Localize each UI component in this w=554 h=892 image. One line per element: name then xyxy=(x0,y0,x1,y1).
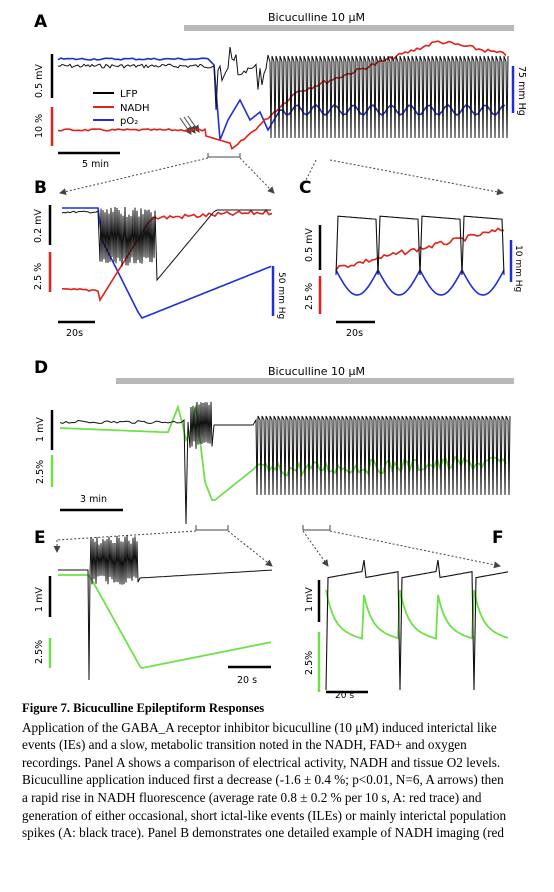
legend-label-nadh: NADH xyxy=(120,103,150,114)
drug-bar-d xyxy=(116,378,514,384)
caption-line: recordings. Panel A shows a comparison o… xyxy=(22,754,501,770)
scale-label-lfp-f: 1 mV xyxy=(304,587,315,612)
caption-line: generation of either occasional, short i… xyxy=(22,807,507,823)
caption-line: a rapid rise in NADH fluorescence (avera… xyxy=(22,789,482,805)
panel-d-letter: D xyxy=(34,358,48,378)
scale-label-time-f: 20 s xyxy=(335,691,354,700)
scale-label-nadh-f: 2.5% xyxy=(304,651,315,675)
scale-label-nadh-b: 2.5 % xyxy=(33,263,44,290)
panel-b: B 0.2 mV 2.5 % 20s 50 mm Hg xyxy=(33,178,286,339)
scale-label-po2-b: 50 mm Hg xyxy=(276,272,286,319)
panel-a-letter: A xyxy=(34,12,48,32)
trace-lfp-e xyxy=(58,535,273,681)
trace-lfp-c xyxy=(335,215,505,276)
drug-label-d: Bicuculline 10 μM xyxy=(268,365,365,378)
legend-label-po2: pO₂ xyxy=(120,116,138,127)
caption-title: Figure 7. Bicuculline Epileptiform Respo… xyxy=(22,701,265,715)
trace-nadh-e xyxy=(58,574,272,669)
figure-7: A Bicuculline 10 μM 0.5 mV 10 % 5 min 75… xyxy=(33,11,527,700)
scale-label-po2-c: 10 mm Hg xyxy=(513,245,523,292)
panel-e-letter: E xyxy=(34,528,46,548)
panel-e: E 1 mV 2.5% 20 s xyxy=(34,528,273,686)
scale-label-time-c: 20s xyxy=(346,328,363,339)
scale-label-time-d: 3 min xyxy=(80,494,107,505)
caption-line: spikes (A: black trace). Panel B demonst… xyxy=(22,825,504,841)
scale-label-po2-a: 75 mm Hg xyxy=(516,66,527,116)
panel-c-letter: C xyxy=(299,178,311,198)
trace-lfp-d xyxy=(59,401,511,525)
scale-label-lfp-d: 1 mV xyxy=(35,417,46,442)
figure-caption: Figure 7. Bicuculline Epileptiform Respo… xyxy=(22,700,537,842)
scale-label-time-e: 20 s xyxy=(237,675,257,686)
caption-line: Application of the GABA_A receptor inhib… xyxy=(22,719,497,735)
scale-label-nadh-d: 2.5% xyxy=(35,460,46,484)
drug-bar-a xyxy=(184,25,514,31)
panel-f: F 1 mV 2.5% 20 s xyxy=(304,528,509,700)
legend-a: LFP NADH pO₂ xyxy=(93,89,150,127)
scale-label-lfp-a: 0.5 mV xyxy=(34,64,45,98)
scale-label-nadh-c: 2.5 % xyxy=(304,283,315,310)
panel-d: D Bicuculline 10 μM 1 mV 2.5% 3 min xyxy=(34,358,514,569)
trace-nadh-f xyxy=(325,589,509,640)
scale-label-time-a: 5 min xyxy=(82,159,109,170)
caption-line: events (IEs) and a slow, metabolic trans… xyxy=(22,737,467,753)
trace-nadh-c xyxy=(335,227,504,271)
scale-label-nadh-e: 2.5% xyxy=(34,640,45,664)
panel-b-letter: B xyxy=(34,178,47,198)
trace-lfp-f xyxy=(325,559,509,691)
scale-label-lfp-b: 0.2 mV xyxy=(33,209,44,243)
scale-label-time-b: 20s xyxy=(66,328,83,339)
panel-c: C 0.5 mV 2.5 % 20s 10 mm Hg xyxy=(299,178,523,339)
trace-po2-b xyxy=(62,207,272,319)
panel-a: A Bicuculline 10 μM 0.5 mV 10 % 5 min 75… xyxy=(34,11,527,196)
trace-lfp-a xyxy=(57,46,509,139)
legend-label-lfp: LFP xyxy=(120,89,137,100)
scale-label-nadh-a: 10 % xyxy=(34,114,45,138)
scale-label-lfp-c: 0.5 mV xyxy=(304,228,315,262)
caption-line: Bicuculline application induced first a … xyxy=(22,772,504,788)
zoom-bracket-a xyxy=(59,153,504,196)
panel-f-letter: F xyxy=(492,528,504,548)
drug-label-a: Bicuculline 10 μM xyxy=(268,11,365,24)
trace-nadh-b xyxy=(61,208,273,303)
trace-lfp-b xyxy=(61,206,271,282)
scale-label-lfp-e: 1 mV xyxy=(34,587,45,612)
